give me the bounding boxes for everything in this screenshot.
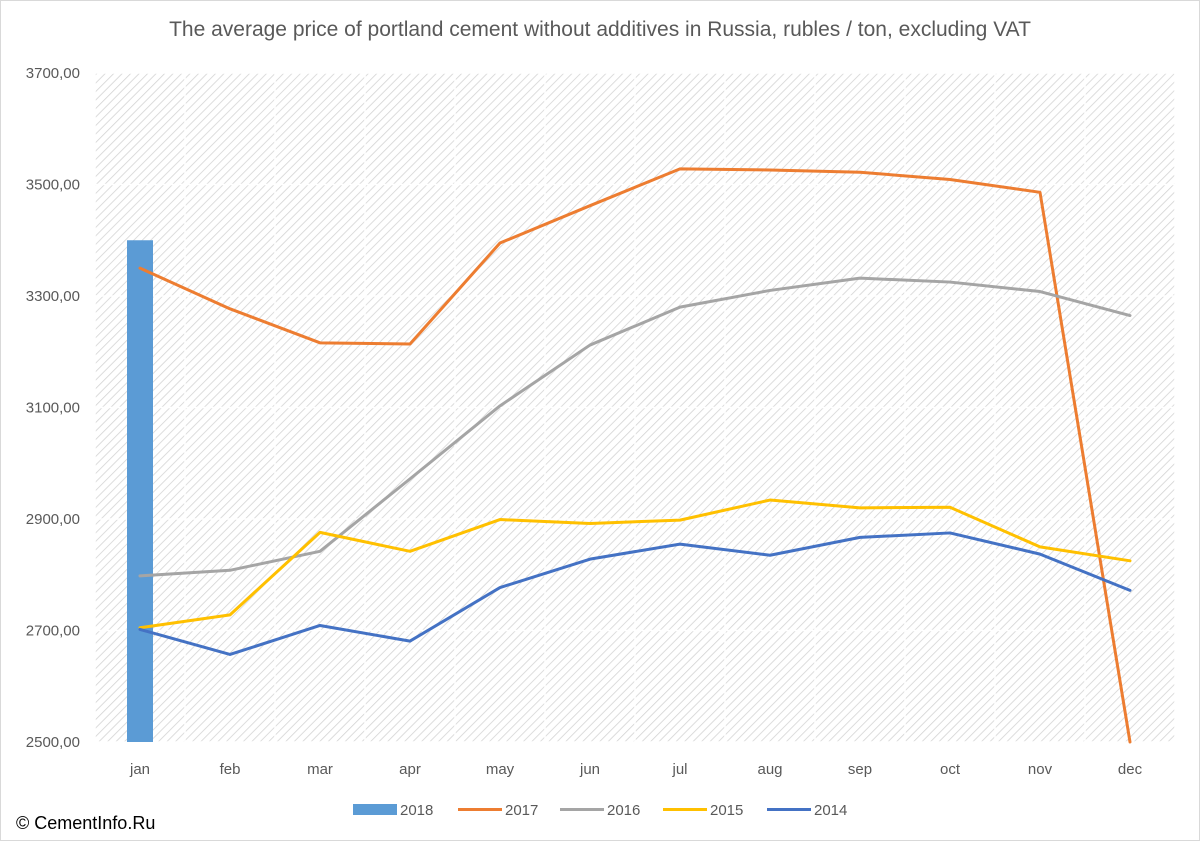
x-tick-label: jul xyxy=(671,761,687,778)
bar-series xyxy=(127,240,153,742)
legend: 2018 2017 2016 2015 2014 xyxy=(353,802,847,819)
x-tick-label: feb xyxy=(220,761,241,778)
legend-label-2016: 2016 xyxy=(607,802,640,819)
x-tick-label: nov xyxy=(1028,761,1053,778)
y-tick-label: 3700,00 xyxy=(26,65,80,82)
chart-title: The average price of portland cement wit… xyxy=(169,18,1031,41)
y-axis-tick-labels: 2500,00 2700,00 2900,00 3100,00 3300,00 3500,… xyxy=(26,65,80,751)
legend-label-2017: 2017 xyxy=(505,802,538,819)
line-2015 xyxy=(138,498,1132,630)
x-tick-label: may xyxy=(486,761,515,778)
x-axis-tick-labels: jan feb mar apr may jun jul aug sep oct nov dec xyxy=(129,761,1143,778)
y-tick-label: 2700,00 xyxy=(26,623,80,640)
y-tick-label: 3100,00 xyxy=(26,400,80,417)
line-2016 xyxy=(138,276,1132,578)
legend-label-2014: 2014 xyxy=(814,802,847,819)
x-tick-label: dec xyxy=(1118,761,1143,778)
x-tick-label: mar xyxy=(307,761,333,778)
line-2017 xyxy=(138,167,1132,744)
legend-swatch-2018 xyxy=(353,804,397,815)
line-2014 xyxy=(138,531,1132,656)
y-tick-label: 2500,00 xyxy=(26,734,80,751)
bar-2018 xyxy=(127,240,153,742)
legend-label-2015: 2015 xyxy=(710,802,743,819)
x-tick-label: apr xyxy=(399,761,421,778)
legend-label-2018: 2018 xyxy=(400,802,433,819)
x-tick-label: jan xyxy=(129,761,150,778)
x-tick-label: jun xyxy=(579,761,600,778)
x-tick-label: sep xyxy=(848,761,872,778)
line-series xyxy=(138,167,1132,744)
x-tick-label: oct xyxy=(940,761,961,778)
y-tick-label: 3300,00 xyxy=(26,288,80,305)
x-tick-label: aug xyxy=(757,761,782,778)
copyright-credit: © CementInfo.Ru xyxy=(16,813,156,833)
y-tick-label: 3500,00 xyxy=(26,177,80,194)
y-tick-label: 2900,00 xyxy=(26,511,80,528)
